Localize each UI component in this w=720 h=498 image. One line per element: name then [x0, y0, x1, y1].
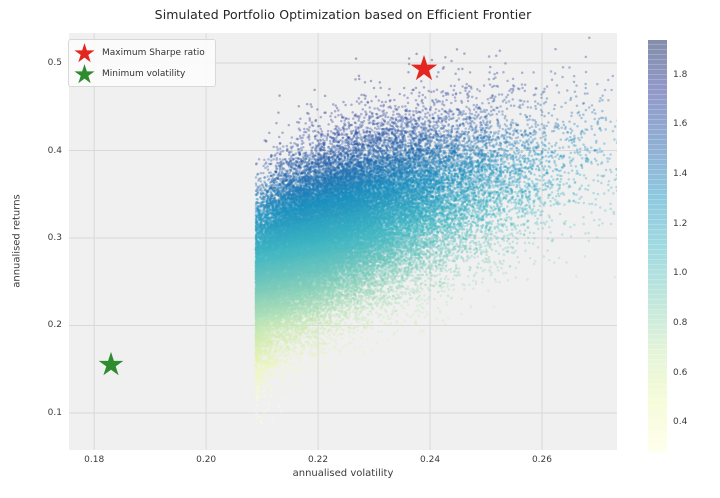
red-star-icon: [74, 42, 95, 62]
colorbar-tick-label: 1.4: [673, 169, 688, 180]
x-axis-label: annualised volatility: [292, 468, 394, 479]
star-shape: [98, 351, 124, 376]
star-shape: [411, 55, 438, 81]
colorbar-tick-label: 0.6: [673, 367, 688, 378]
min-volatility-star-marker[interactable]: [97, 350, 124, 377]
x-tick-label: 0.24: [420, 455, 441, 465]
colorbar-tick-label: 1.8: [673, 69, 688, 80]
x-tick-label: 0.22: [308, 455, 329, 465]
colorbar-tick-label: 0.4: [673, 417, 688, 428]
colorbar-tick-label: 1.6: [673, 119, 688, 130]
max-sharpe-star-marker[interactable]: [410, 54, 439, 83]
y-axis-label: annualised returns: [11, 194, 23, 288]
x-tick-label: 0.26: [531, 455, 553, 465]
green-star-icon: [74, 63, 95, 83]
colorbar-tick-label: 0.8: [673, 317, 688, 328]
x-tick-label: 0.18: [84, 455, 105, 465]
x-tick-label: 0.20: [196, 455, 217, 465]
plot-area: [69, 33, 617, 450]
scatter-canvas: [69, 33, 617, 450]
chart-title: Simulated Portfolio Optimization based o…: [154, 7, 532, 22]
colorbar-tick-label: 1.0: [673, 268, 688, 279]
legend-entry-min-volatility: Minimum volatility: [73, 63, 205, 84]
y-tick-label: 0.4: [47, 145, 62, 156]
legend-label: Minimum volatility: [102, 68, 186, 79]
y-tick-label: 0.1: [47, 407, 62, 418]
colorbar-tick-label: 1.2: [673, 218, 688, 229]
star-shape: [74, 42, 95, 62]
star-shape: [74, 63, 95, 83]
y-tick-label: 0.3: [47, 233, 62, 243]
legend-label: Maximum Sharpe ratio: [102, 47, 205, 58]
y-tick-label: 0.5: [47, 58, 62, 68]
y-tick-label: 0.2: [47, 320, 62, 331]
legend-entry-max-sharpe: Maximum Sharpe ratio: [73, 42, 205, 63]
colorbar: [648, 40, 667, 452]
legend: Maximum Sharpe ratio Minimum volatility: [68, 39, 216, 87]
